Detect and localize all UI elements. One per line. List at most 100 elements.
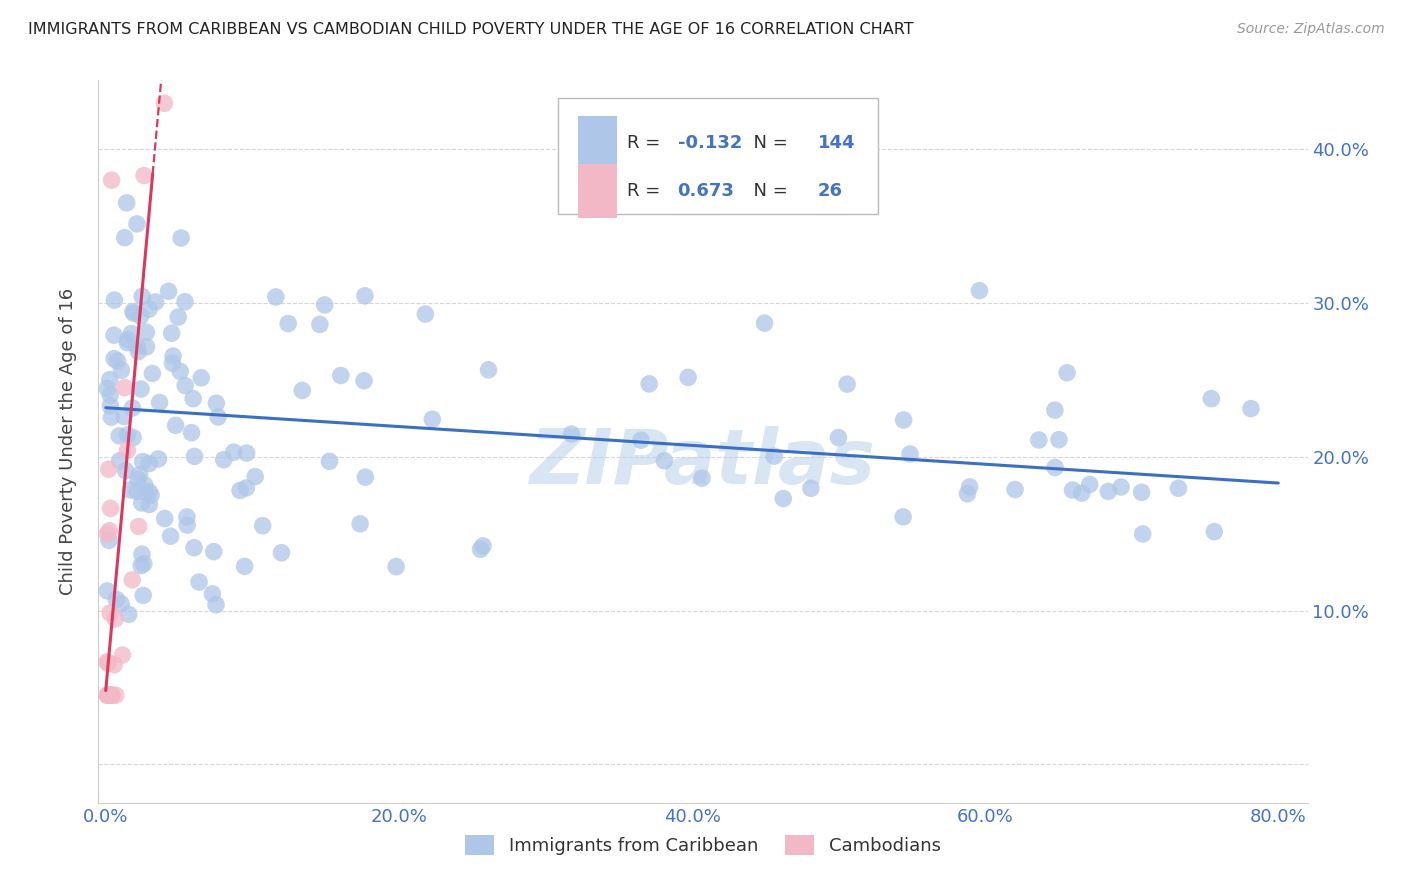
Point xyxy=(110,363,132,377)
Point xyxy=(122,306,145,320)
Point xyxy=(201,587,224,601)
Point xyxy=(114,230,136,244)
Point xyxy=(96,688,118,702)
Point xyxy=(131,289,153,303)
Point xyxy=(956,486,979,500)
Point xyxy=(103,657,125,672)
Text: N =: N = xyxy=(742,134,793,153)
Point xyxy=(1109,480,1132,494)
Point xyxy=(117,335,139,350)
Point xyxy=(277,317,299,331)
Text: R =: R = xyxy=(627,182,666,200)
Point xyxy=(98,524,121,538)
Point xyxy=(127,344,149,359)
Point xyxy=(1167,481,1189,495)
Point xyxy=(157,285,180,299)
Point xyxy=(354,470,377,484)
Text: -0.132: -0.132 xyxy=(678,134,742,153)
Point xyxy=(129,382,152,396)
Point xyxy=(100,501,122,516)
Point xyxy=(477,363,499,377)
Point xyxy=(121,401,143,415)
Point xyxy=(112,409,135,424)
Point xyxy=(176,510,198,524)
Point xyxy=(103,293,125,307)
Point xyxy=(654,454,676,468)
Point xyxy=(415,307,437,321)
Point xyxy=(122,431,145,445)
Point xyxy=(969,284,991,298)
Point xyxy=(754,316,776,330)
Point xyxy=(1043,403,1066,417)
Point xyxy=(128,519,150,533)
Point xyxy=(100,399,122,413)
Point xyxy=(141,367,163,381)
Text: ZIPatlas: ZIPatlas xyxy=(530,426,876,500)
Point xyxy=(160,326,183,341)
Point xyxy=(472,539,495,553)
Point xyxy=(104,688,127,702)
Point xyxy=(827,431,849,445)
Point xyxy=(153,96,176,111)
Point xyxy=(772,491,794,506)
Point xyxy=(98,388,121,402)
Point xyxy=(893,413,915,427)
Point xyxy=(180,425,202,440)
Point xyxy=(132,588,155,602)
Point xyxy=(117,443,139,458)
Point xyxy=(264,290,287,304)
Point xyxy=(181,392,204,406)
Point xyxy=(676,370,699,384)
Point xyxy=(96,583,118,598)
Point xyxy=(800,481,823,495)
FancyBboxPatch shape xyxy=(578,164,617,218)
Point xyxy=(235,481,257,495)
Point xyxy=(1056,366,1078,380)
Point xyxy=(101,688,124,702)
Point xyxy=(148,395,170,409)
Point xyxy=(96,655,118,669)
Text: Source: ZipAtlas.com: Source: ZipAtlas.com xyxy=(1237,22,1385,37)
Point xyxy=(111,648,134,662)
Point xyxy=(470,542,492,557)
Point xyxy=(118,607,141,622)
Point xyxy=(148,452,170,467)
FancyBboxPatch shape xyxy=(578,116,617,170)
Point xyxy=(170,231,193,245)
Point xyxy=(120,326,142,341)
Point xyxy=(1028,433,1050,447)
Point xyxy=(1130,485,1153,500)
Point xyxy=(128,467,150,482)
Text: R =: R = xyxy=(627,134,666,153)
Point xyxy=(114,381,136,395)
Point xyxy=(159,529,181,543)
Point xyxy=(205,396,228,410)
Point xyxy=(235,446,257,460)
Point xyxy=(1204,524,1226,539)
Point xyxy=(1062,483,1084,497)
Point xyxy=(205,598,228,612)
Point xyxy=(212,452,235,467)
Point xyxy=(96,382,118,396)
Point xyxy=(1201,392,1223,406)
Point xyxy=(162,356,184,370)
Point xyxy=(1043,460,1066,475)
Point xyxy=(1004,483,1026,497)
Point xyxy=(127,339,149,353)
Point xyxy=(132,557,155,571)
Point xyxy=(122,304,145,318)
Point xyxy=(105,592,128,607)
Point xyxy=(139,488,162,502)
Point xyxy=(229,483,252,498)
Point xyxy=(127,484,149,499)
Point xyxy=(174,378,197,392)
Point xyxy=(309,318,332,332)
Point xyxy=(233,559,256,574)
Point xyxy=(207,409,229,424)
Point xyxy=(103,351,125,366)
Point xyxy=(1047,433,1070,447)
Point xyxy=(638,376,661,391)
Point xyxy=(134,478,156,492)
Point xyxy=(100,410,122,425)
Point xyxy=(891,509,914,524)
